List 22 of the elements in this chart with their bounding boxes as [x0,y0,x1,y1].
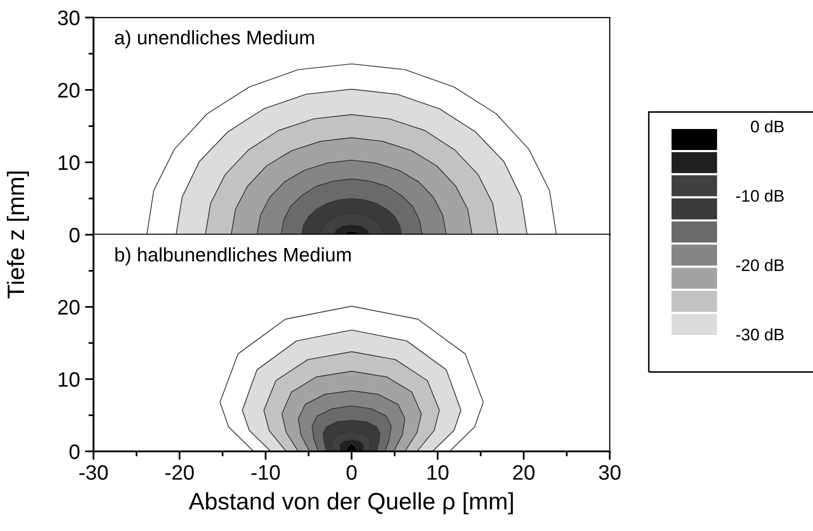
color-bar-label: 0 dB [750,120,784,132]
x-tick-label: 10 [428,465,448,480]
color-bar-label: -20 dB [736,258,784,272]
x-tick-label: -20 [165,465,194,480]
color-bar-label: -30 dB [736,328,784,340]
x-tick-label: 20 [513,465,534,480]
y-tick-label: 20 [58,300,80,315]
annotation: b) halbunendliches Medium [115,247,351,266]
y-tick-label: 30 [58,10,80,26]
x-axis-title: Abstand von der Quelle ρ [mm] [188,492,513,514]
annotation: a) unendliches Medium [114,30,314,48]
y-axis-title: Tiefe z [mm] [6,172,29,298]
y-tick-label: 0 [70,444,80,460]
x-tick-label: 0 [346,465,357,480]
y-tick-label: 10 [58,372,80,387]
x-tick-label: 30 [598,465,621,480]
y-tick-label: 10 [58,155,80,170]
y-tick-label: 20 [58,82,80,98]
color-bar-label: -10 dB [736,190,784,202]
x-tick-label: -10 [251,465,280,480]
y-tick-label: 0 [70,228,80,242]
x-tick-label: -30 [79,465,108,480]
